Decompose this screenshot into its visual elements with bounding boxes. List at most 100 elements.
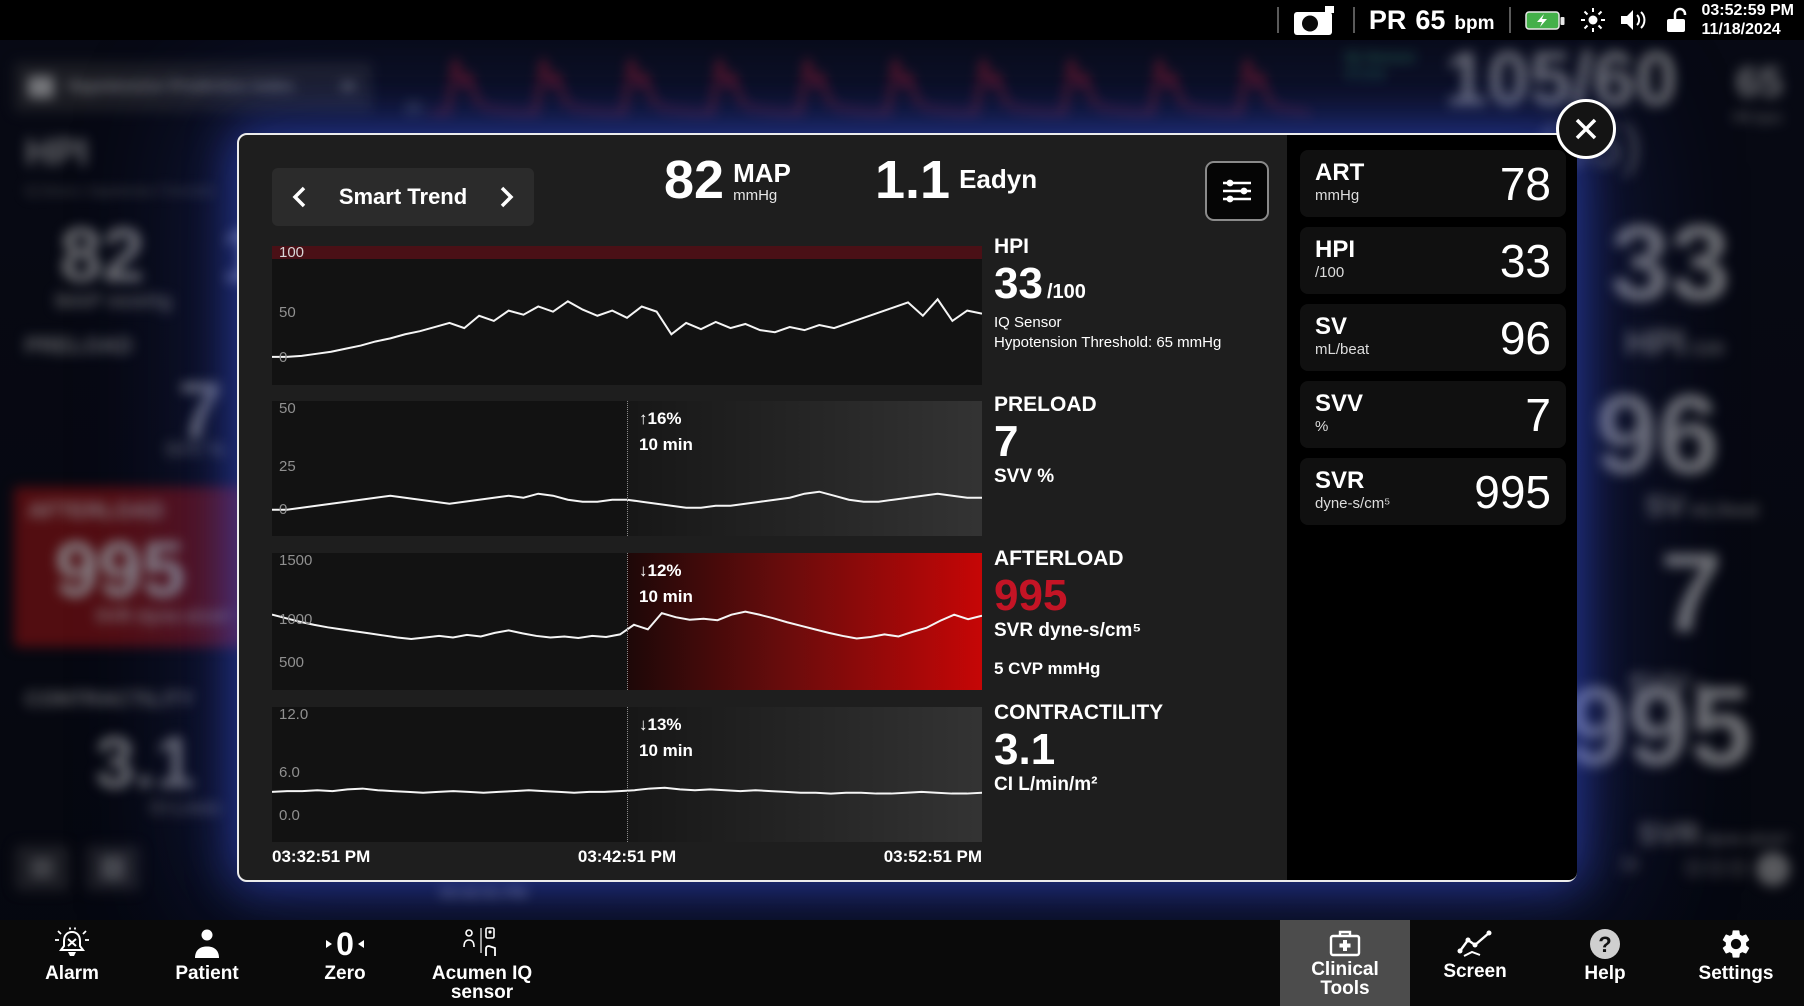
bg-contractility-value: 3.1 <box>95 723 196 803</box>
interval-marker-line <box>627 707 628 842</box>
bg-sv-label: SV mL/beat <box>1645 490 1759 523</box>
y-axis-label: 500 <box>279 654 305 672</box>
time-axis-mid: 03:42:51 PM <box>577 847 677 866</box>
bg-svr-value: 995 <box>1565 664 1752 789</box>
bg-afterload-title: AFTERLOAD <box>28 498 164 523</box>
nav-patient-button[interactable]: Patient <box>155 920 259 1006</box>
nav-alarm-button[interactable]: Alarm <box>20 920 124 1006</box>
bg-svv-label: SVV % <box>1628 668 1709 701</box>
y-axis-label: 0.0 <box>279 806 300 824</box>
chevron-right-icon[interactable] <box>500 186 514 208</box>
bg-hpi-subtitle: IQ Sensor | Hypotension Threshold: <box>25 184 216 198</box>
time-axis-end: 03:52:51 PM <box>883 847 982 866</box>
afterload-trend-chart[interactable]: 1500 1000 500 ↓12% 10 min <box>272 553 982 690</box>
cvp-value: 5 CVP mmHg <box>994 659 1101 678</box>
y-axis-label: 6.0 <box>279 763 300 781</box>
bg-afterload-value: 995 <box>55 525 186 613</box>
lock-icon[interactable] <box>1664 6 1688 34</box>
bg-parameter-selector: Hypotension Prediction Index <box>14 62 372 112</box>
bg-pr-unit: PR bpm <box>1733 110 1783 125</box>
bg-intervals-icon <box>1687 861 1745 875</box>
clock-date: 11/18/2024 <box>1701 21 1781 38</box>
parameter-tile-panel: ART mmHg 78 HPI/100 33 SV mL/beat 96 SVV% … <box>1287 135 1577 880</box>
trend-settings-sliders-icon[interactable] <box>1205 161 1269 221</box>
bg-svr-label: SVR dyne-s/cm⁵ <box>1638 818 1791 851</box>
svg-text:0: 0 <box>336 927 354 961</box>
eadyn-header-value: 1.1 Eadyn <box>875 150 1038 210</box>
list-view-icon <box>15 845 69 891</box>
preload-trend-chart[interactable]: 50 25 0 ↑16% 10 min <box>272 401 982 536</box>
y-axis-label: 100 <box>279 246 305 261</box>
trend-view-switcher[interactable]: Smart Trend <box>272 168 534 226</box>
brightness-icon[interactable] <box>1580 7 1606 33</box>
battery-icon <box>1524 7 1566 33</box>
tile-svr[interactable]: SVR dyne-s/cm⁵ 995 <box>1300 458 1566 525</box>
y-axis-label: 0 <box>279 500 288 518</box>
preload-value: 7 <box>994 417 1019 466</box>
bottom-nav-bar: Alarm Patient 0 Zero Acumen IQ <box>0 920 1804 1006</box>
time-axis: 03:32:51 PM 03:42:51 PM 03:52:51 PM <box>272 847 982 867</box>
bg-preload-unit: SVV % <box>165 440 226 461</box>
close-icon <box>1575 118 1597 140</box>
tile-svv[interactable]: SVV% 7 <box>1300 381 1566 448</box>
clinical-tools-icon <box>1329 930 1361 957</box>
hpi-trend-chart[interactable]: 100 50 0 <box>272 246 982 385</box>
smart-trend-modal: Smart Trend 82 MAP mmHg 1.1 Eadyn 100 50… <box>237 133 1577 882</box>
bg-contractility-title: CONTRACTILITY <box>25 688 195 711</box>
y-axis-label: 50 <box>279 304 296 322</box>
y-axis-label: 0 <box>279 348 288 366</box>
topbar-divider <box>1276 7 1279 33</box>
trend-change-annotation: ↓12% 10 min <box>639 561 693 606</box>
nav-clinical-tools-button[interactable]: Clinical Tools <box>1280 920 1410 1006</box>
nav-help-button[interactable]: ? Help <box>1550 920 1660 1006</box>
bg-map-unit: MAP mmHg <box>55 290 173 313</box>
contractility-trend-chart[interactable]: 12.0 6.0 0.0 ↓13% 10 min <box>272 707 982 842</box>
bg-sensor-tag: IQ Sensor A-Line <box>1345 49 1416 82</box>
tile-art[interactable]: ART mmHg 78 <box>1300 150 1566 217</box>
chevron-down-icon <box>340 83 356 92</box>
topbar-divider <box>1508 7 1511 33</box>
settings-gear-icon <box>1722 930 1750 958</box>
trend-change-annotation: ↓13% 10 min <box>639 715 693 760</box>
afterload-alert-region <box>627 553 982 690</box>
map-header-value: 82 MAP mmHg <box>664 150 791 210</box>
volume-icon[interactable] <box>1620 7 1650 33</box>
bg-hpi-label: HPI /100 <box>1625 322 1725 363</box>
forward-icon: » <box>1618 840 1641 884</box>
nav-acumen-iq-sensor-button[interactable]: Acumen IQ sensor <box>407 920 557 1006</box>
hpi-alert-band <box>272 246 982 259</box>
help-icon: ? <box>1590 929 1620 959</box>
recent-interval-region <box>627 707 982 842</box>
bg-svv-value: 7 <box>1660 530 1723 655</box>
tile-sv[interactable]: SV mL/beat 96 <box>1300 304 1566 371</box>
y-axis-label: 25 <box>279 457 296 475</box>
close-button[interactable] <box>1556 99 1616 159</box>
nav-zero-button[interactable]: 0 Zero <box>324 927 366 984</box>
y-axis-label: 12.0 <box>279 707 309 723</box>
patient-icon <box>195 929 219 958</box>
chevron-left-icon[interactable] <box>292 186 306 208</box>
screen-trends-icon <box>1457 930 1492 957</box>
bg-pr-value: 65 <box>1736 58 1783 105</box>
pulse-rate-display: PR 65 bpm <box>1368 4 1495 35</box>
contractility-section: CONTRACTILITY 3.1 CI L/min/m² <box>994 701 1164 795</box>
trend-change-annotation: ↑16% 10 min <box>639 409 693 454</box>
time-axis-start: 03:32:51 PM <box>272 847 371 866</box>
bg-afterload-unit: SVR dyne-s/cm⁵ <box>95 606 235 626</box>
tile-hpi[interactable]: HPI/100 33 <box>1300 227 1566 294</box>
y-axis-label: 1000 <box>279 610 313 628</box>
svg-text:?: ? <box>1598 932 1611 957</box>
alarm-icon <box>55 927 89 956</box>
nav-settings-button[interactable]: Settings <box>1680 920 1792 1006</box>
preload-section: PRELOAD 7 SVV % <box>994 393 1097 487</box>
snapshot-camera-icon[interactable] <box>1293 4 1339 36</box>
bg-map-value: 82 <box>60 213 145 298</box>
clock-time: 03:52:59 PM <box>1701 2 1795 19</box>
bg-preload-title: PRELOAD <box>25 333 133 358</box>
bg-contractility-unit: CI L/min <box>150 798 221 818</box>
afterload-section: AFTERLOAD 995 SVR dyne-s/cm⁵ 5 CVP mmHg <box>994 547 1284 679</box>
nav-screen-button[interactable]: Screen <box>1420 920 1530 1006</box>
y-axis-label: 1500 <box>279 553 313 569</box>
top-status-bar: PR 65 bpm 03:52:59 PM 11/18/2024 <box>0 0 1804 40</box>
